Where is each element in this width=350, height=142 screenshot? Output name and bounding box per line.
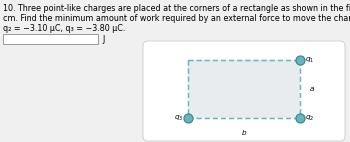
Text: 10. Three point-like charges are placed at the corners of a rectangle as shown i: 10. Three point-like charges are placed … <box>3 4 350 13</box>
Text: $b$: $b$ <box>241 128 247 137</box>
FancyBboxPatch shape <box>143 41 345 141</box>
Text: $q_2$: $q_2$ <box>305 113 314 123</box>
Text: $a$: $a$ <box>309 85 315 93</box>
Bar <box>3 34 98 44</box>
Text: $q_3$: $q_3$ <box>174 113 183 123</box>
Bar <box>188 60 300 118</box>
Text: J: J <box>102 35 104 43</box>
Text: q₂ = −3.10 μC, q₃ = −3.80 μC.: q₂ = −3.10 μC, q₃ = −3.80 μC. <box>3 24 125 33</box>
Text: cm. Find the minimum amount of work required by an external force to move the ch: cm. Find the minimum amount of work requ… <box>3 14 350 23</box>
Text: $q_1$: $q_1$ <box>305 55 314 65</box>
